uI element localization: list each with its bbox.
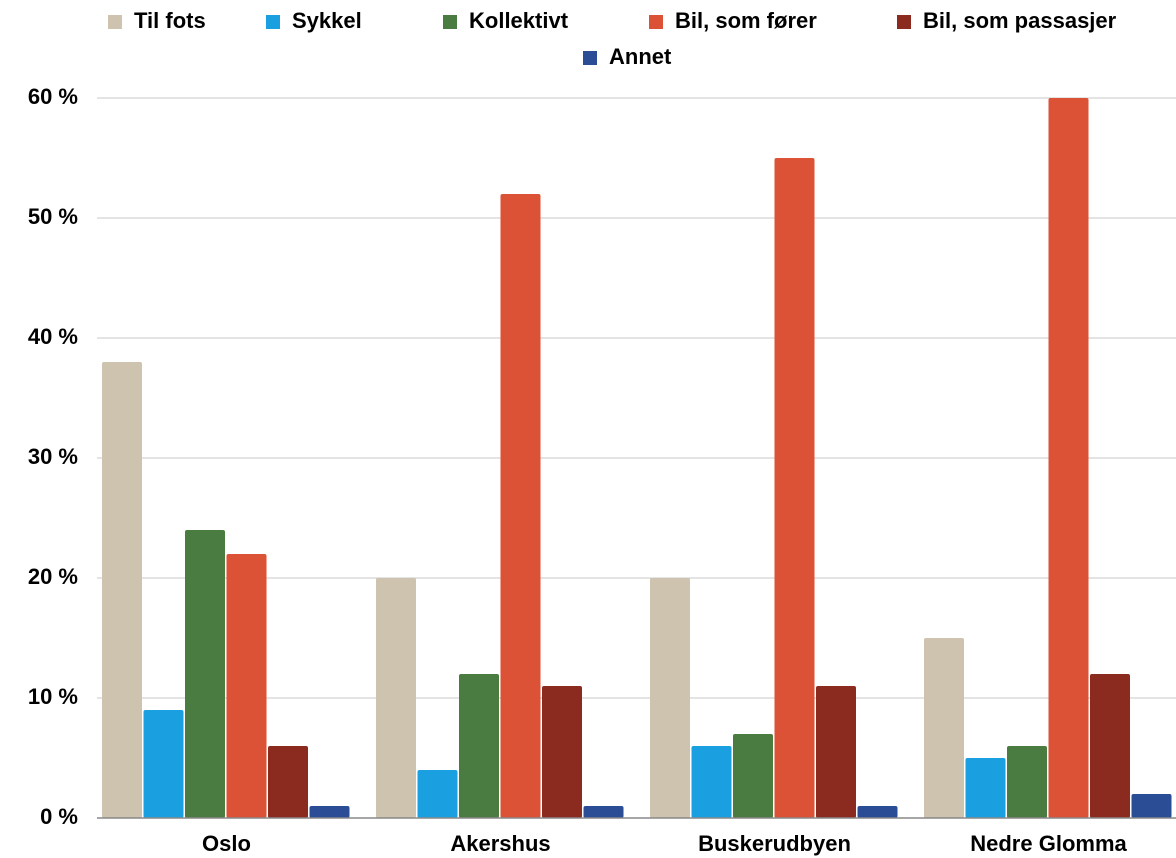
legend-swatch	[897, 15, 911, 29]
bar	[1090, 674, 1130, 818]
y-tick-label: 0 %	[40, 804, 78, 829]
bar	[309, 806, 350, 818]
bar	[857, 806, 898, 818]
bar	[376, 578, 416, 818]
bar	[924, 638, 964, 818]
legend-label: Annet	[609, 44, 672, 69]
y-tick-label: 50 %	[28, 204, 78, 229]
legend-swatch	[266, 15, 280, 29]
bar	[583, 806, 624, 818]
y-tick-label: 40 %	[28, 324, 78, 349]
y-tick-label: 60 %	[28, 84, 78, 109]
bar	[733, 734, 773, 818]
y-tick-label: 20 %	[28, 564, 78, 589]
bar	[691, 746, 732, 818]
y-tick-label: 10 %	[28, 684, 78, 709]
legend-label: Sykkel	[292, 8, 362, 33]
bar	[226, 554, 267, 818]
legend-swatch	[108, 15, 122, 29]
bar	[1007, 746, 1047, 818]
x-tick-label: Buskerudbyen	[698, 831, 851, 856]
bar	[417, 770, 458, 818]
bar	[1131, 794, 1172, 818]
bar	[268, 746, 308, 818]
bar	[816, 686, 856, 818]
bar	[774, 158, 815, 818]
x-tick-label: Nedre Glomma	[970, 831, 1127, 856]
legend-label: Bil, som fører	[675, 8, 817, 33]
legend-label: Til fots	[134, 8, 206, 33]
bar	[650, 578, 690, 818]
legend-swatch	[583, 51, 597, 65]
legend-swatch	[649, 15, 663, 29]
x-tick-label: Akershus	[450, 831, 550, 856]
bar	[1048, 98, 1089, 818]
legend-label: Bil, som passasjer	[923, 8, 1117, 33]
legend-swatch	[443, 15, 457, 29]
bar	[185, 530, 225, 818]
bar	[542, 686, 582, 818]
bar	[500, 194, 541, 818]
x-tick-label: Oslo	[202, 831, 251, 856]
legend-label: Kollektivt	[469, 8, 569, 33]
bar	[459, 674, 499, 818]
bar	[102, 362, 142, 818]
bar	[143, 710, 184, 818]
y-tick-label: 30 %	[28, 444, 78, 469]
bar	[965, 758, 1006, 818]
